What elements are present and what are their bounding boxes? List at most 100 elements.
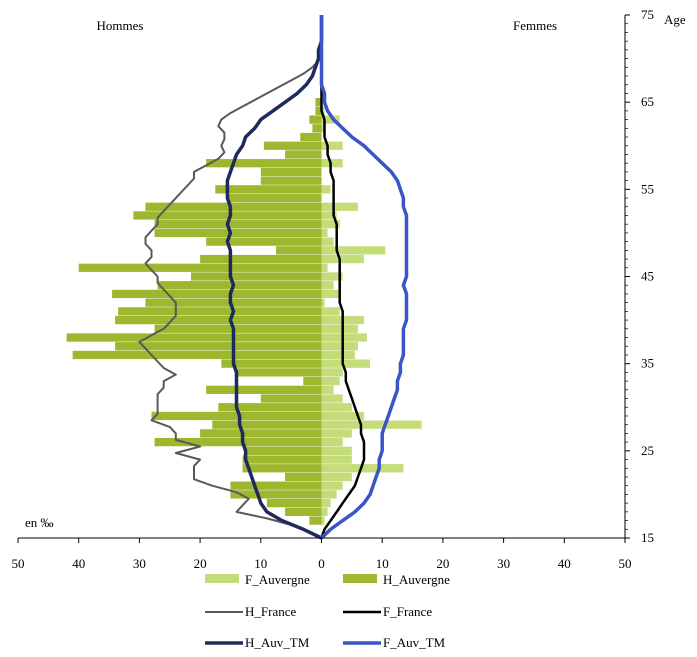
- h-auvergne-bar: [227, 193, 322, 203]
- h-auvergne-bar: [230, 481, 322, 490]
- h-auvergne-bar: [154, 324, 322, 333]
- f-auvergne-bar: [321, 281, 334, 290]
- f-auvergne-bar: [321, 237, 334, 246]
- f-auvergne-bar: [321, 220, 340, 229]
- f-auvergne-bar: [321, 481, 343, 490]
- h-auvergne-bar: [260, 394, 322, 403]
- f-auvergne-bar: [321, 263, 328, 272]
- f-auvergne-bar: [321, 298, 325, 307]
- h-auvergne-bar: [190, 272, 322, 281]
- x-tick-label: 10: [376, 556, 389, 571]
- f-auvergne-bar: [321, 115, 340, 124]
- f-auvergne-bar: [321, 420, 422, 429]
- x-tick-label: 10: [254, 556, 267, 571]
- h-auvergne-bar: [206, 159, 322, 168]
- f-auvergne-bar: [321, 446, 352, 455]
- f-auvergne-bar: [321, 342, 358, 351]
- f-auvergne-bar: [321, 498, 331, 508]
- h-auvergne-bar: [154, 437, 322, 447]
- f-auvergne-bar: [321, 472, 352, 482]
- h-auvergne-bar: [154, 220, 322, 229]
- h-auvergne-bar: [242, 455, 322, 464]
- h-auv-tm-line: [225, 15, 324, 540]
- h-auvergne-bar: [145, 202, 322, 211]
- right-label: Femmes: [513, 18, 557, 33]
- left-label: Hommes: [97, 18, 144, 33]
- f-auvergne-bar: [321, 202, 358, 211]
- h-auvergne-bar: [315, 98, 322, 107]
- f-auvergne-bar: [321, 455, 352, 464]
- h-auvergne-bar: [266, 498, 322, 508]
- h-auvergne-bar: [72, 350, 322, 360]
- f-auvergne-bar: [321, 124, 325, 133]
- h-auvergne-bar: [303, 376, 322, 386]
- f-auv-tm-line: [319, 15, 409, 540]
- f-auvergne-bar: [321, 359, 371, 368]
- f-auvergne-bar: [321, 289, 340, 299]
- f-auvergne-bar: [321, 464, 404, 473]
- x-tick-label: 30: [497, 556, 510, 571]
- f-auvergne-bar: [321, 376, 340, 386]
- x-tick-label: 50: [619, 556, 632, 571]
- h-auvergne-bar: [285, 472, 322, 482]
- f-france-line: [320, 15, 366, 539]
- h-auvergne-bar: [242, 464, 322, 473]
- h-auvergne-bar: [300, 132, 322, 142]
- f-auvergne-bars: [321, 106, 422, 525]
- legend-label: F_Auv_TM: [383, 635, 446, 650]
- f-auvergne-bar: [321, 211, 337, 220]
- f-auvergne-bar: [321, 141, 343, 150]
- h-auvergne-bar: [112, 289, 322, 299]
- legend-label: F_Auvergne: [245, 572, 310, 587]
- legend-label: H_France: [245, 604, 296, 619]
- h-france-line: [138, 15, 323, 539]
- axes: 50 40 30 20 10 0 10 20 30 40 50 15 25 35 45 55 65 75: [12, 7, 655, 571]
- f-auvergne-bar: [321, 333, 368, 342]
- y-tick-label: 75: [641, 7, 654, 22]
- x-tick-label: 0: [318, 556, 325, 571]
- f-auvergne-bar: [321, 403, 352, 412]
- f-auvergne-bar: [321, 185, 331, 194]
- h-auvergne-bar: [200, 429, 322, 438]
- h-auvergne-bar: [218, 403, 322, 412]
- h-auvergne-bar: [315, 106, 322, 116]
- f-auvergne-bar: [321, 490, 337, 499]
- f-auvergne-bar: [321, 307, 340, 316]
- h-auvergne-bar: [157, 281, 322, 290]
- h-auvergne-bar: [66, 333, 322, 342]
- h-auvergne-bar: [145, 298, 322, 307]
- x-tick-label: 40: [72, 556, 85, 571]
- legend-swatch: [343, 574, 377, 583]
- h-auvergne-bars: [66, 98, 322, 525]
- x-tick-label: 40: [558, 556, 571, 571]
- legend-label: H_Auvergne: [383, 572, 450, 587]
- x-tick-label: 30: [133, 556, 146, 571]
- h-auvergne-bar: [245, 446, 322, 455]
- f-auvergne-bar: [321, 394, 343, 403]
- f-auvergne-bar: [321, 106, 325, 116]
- y-tick-label: 35: [641, 356, 654, 371]
- f-auvergne-bar: [321, 507, 328, 516]
- h-auvergne-bar: [151, 411, 322, 421]
- h-auvergne-bar: [309, 516, 322, 525]
- f-auvergne-bar: [321, 429, 352, 438]
- h-auvergne-bar: [206, 385, 322, 394]
- f-auvergne-bar: [321, 350, 355, 360]
- h-auvergne-bar: [230, 490, 322, 499]
- x-tick-label: 50: [12, 556, 25, 571]
- legend: F_Auvergne H_Auvergne H_France F_France H_Au…: [205, 572, 450, 650]
- h-auvergne-bar: [285, 507, 322, 516]
- h-auvergne-bar: [118, 307, 322, 316]
- h-auvergne-bar: [200, 254, 322, 264]
- f-auvergne-bar: [321, 411, 364, 421]
- unit-label: en ‰: [25, 515, 54, 530]
- h-auvergne-bar: [312, 124, 322, 133]
- h-auvergne-bar: [263, 141, 322, 150]
- f-auvergne-bar: [321, 368, 343, 377]
- legend-swatch: [205, 574, 239, 583]
- h-auvergne-bar: [215, 185, 322, 194]
- f-auvergne-bar: [321, 254, 364, 264]
- f-auvergne-bar: [321, 159, 343, 168]
- x-tick-label: 20: [436, 556, 449, 571]
- f-auvergne-bar: [321, 385, 334, 394]
